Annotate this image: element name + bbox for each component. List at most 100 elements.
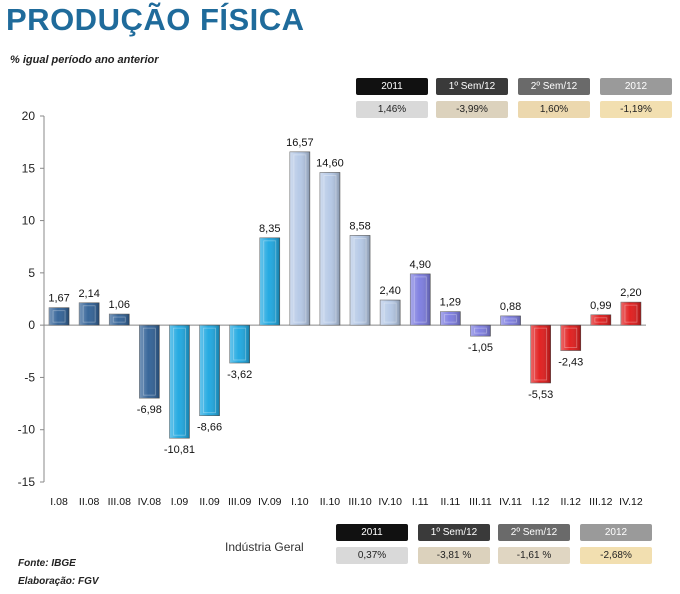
bottom-summary-2012-header: 2012 — [580, 524, 652, 541]
bar-bevel — [323, 175, 337, 323]
bar-bevel — [443, 314, 457, 323]
x-tick-label-III.09: III.09 — [228, 496, 252, 508]
bar-shine — [49, 307, 70, 326]
page-title: PRODUÇÃO FÍSICA — [6, 2, 305, 37]
bar-shine — [259, 237, 280, 326]
value-label-II.12: -2,43 — [558, 357, 583, 369]
top-summary-2012-header: 2012 — [600, 78, 672, 95]
y-tick-label: -10 — [18, 423, 36, 437]
x-tick-label-I.09: I.09 — [171, 496, 189, 508]
value-label-III.09: -3,62 — [227, 369, 252, 381]
bar-bevel — [52, 310, 66, 323]
x-tick-label-III.11: III.11 — [469, 496, 492, 508]
x-tick-label-IV.10: IV.10 — [378, 496, 402, 508]
bar-III.12 — [590, 314, 612, 326]
bar-bevel — [353, 238, 367, 323]
bar-bevel — [203, 327, 216, 414]
x-tick-label-I.10: I.10 — [291, 496, 309, 508]
bar-shine — [319, 172, 340, 326]
bar-II.12 — [560, 324, 582, 351]
bar-bevel — [293, 154, 307, 323]
bar-III.08 — [108, 313, 130, 326]
bar-shine — [410, 273, 431, 326]
bar-shine — [169, 325, 190, 439]
x-tick-label-IV.09: IV.09 — [258, 496, 282, 508]
bar-bevel — [383, 302, 397, 323]
bar-bevel — [142, 327, 156, 396]
bottom-summary-1sem-value: -3,81 % — [418, 547, 490, 564]
value-label-III.08: 1,06 — [109, 299, 130, 311]
bar-I.09 — [169, 324, 190, 439]
bar-shine — [590, 314, 611, 326]
bar-shine — [289, 151, 310, 326]
value-label-IV.12: 2,20 — [620, 287, 641, 299]
top-summary-2sem-value: 1,60% — [518, 101, 590, 118]
bar-bevel — [594, 317, 608, 323]
bottom-summary-2sem-value: -1,61 % — [498, 547, 570, 564]
value-label-I.10: 16,57 — [286, 137, 314, 149]
bar-shine — [500, 315, 521, 326]
bottom-summary-1sem-header: 1º Sem/12 — [418, 524, 490, 541]
bar-IV.11 — [500, 315, 521, 326]
y-tick-label: 15 — [22, 161, 36, 175]
bar-bevel — [233, 327, 247, 361]
x-tick-label-IV.08: IV.08 — [138, 496, 162, 508]
bar-shine — [109, 314, 130, 326]
bar-shine — [229, 325, 250, 363]
x-tick-label-IV.11: IV.11 — [499, 496, 522, 508]
bar-I.11 — [409, 273, 431, 326]
x-tick-label-II.12: II.12 — [561, 496, 582, 508]
top-summary-1sem-value: -3,99% — [436, 101, 508, 118]
value-label-IV.08: -6,98 — [137, 404, 162, 416]
bottom-summary-2sem-header: 2º Sem/12 — [498, 524, 570, 541]
value-label-III.12: 0,99 — [590, 300, 611, 312]
x-tick-label-II.11: II.11 — [441, 496, 461, 508]
bar-II.10 — [319, 172, 341, 326]
bar-III.11 — [470, 324, 491, 337]
x-tick-label-II.08: II.08 — [79, 496, 100, 508]
value-label-II.09: -8,66 — [197, 422, 222, 434]
footer-source: Fonte: IBGE — [18, 558, 76, 569]
bar-bevel — [413, 276, 427, 323]
y-tick-label: 20 — [22, 109, 36, 123]
x-tick-label-III.10: III.10 — [348, 496, 372, 508]
bottom-summary-2011-value: 0,37% — [336, 547, 408, 564]
top-summary-2011-value: 1,46% — [356, 101, 428, 118]
bar-bevel — [474, 327, 487, 334]
bar-bevel — [112, 316, 126, 323]
bar-III.09 — [229, 324, 250, 364]
value-label-I.09: -10,81 — [164, 444, 195, 456]
bar-IV.08 — [139, 324, 160, 399]
bar-bevel — [564, 327, 578, 348]
bar-III.10 — [349, 235, 371, 326]
value-label-II.08: 2,14 — [78, 288, 99, 300]
value-label-I.12: -5,53 — [528, 389, 553, 401]
bar-shine — [350, 235, 371, 326]
value-label-IV.11: 0,88 — [500, 301, 521, 313]
y-tick-label: 0 — [28, 318, 35, 332]
bar-shine — [470, 325, 491, 337]
chart-subtitle: % igual período ano anterior — [10, 54, 159, 66]
value-label-III.10: 8,58 — [349, 220, 370, 232]
x-tick-label-III.08: III.08 — [108, 496, 132, 508]
footer-elaboration: Elaboração: FGV — [18, 576, 99, 587]
bar-shine — [620, 302, 641, 326]
industria-geral-label: Indústria Geral — [225, 540, 304, 554]
value-label-IV.10: 2,40 — [379, 285, 400, 297]
bar-II.11 — [440, 311, 461, 326]
bar-shine — [380, 300, 401, 326]
x-tick-label-II.09: II.09 — [199, 496, 220, 508]
bar-II.09 — [199, 324, 220, 417]
x-tick-label-IV.12: IV.12 — [619, 496, 643, 508]
bar-I.12 — [530, 324, 551, 384]
x-tick-label-I.12: I.12 — [532, 496, 550, 508]
bar-bevel — [263, 240, 277, 323]
bar-bevel — [173, 327, 186, 436]
y-tick-label: 5 — [28, 266, 35, 280]
value-label-I.08: 1,67 — [48, 293, 69, 305]
top-summary-2sem-header: 2º Sem/12 — [518, 78, 590, 95]
y-tick-label: -15 — [18, 475, 36, 489]
bar-I.10 — [289, 151, 311, 326]
top-summary-1sem-header: 1º Sem/12 — [436, 78, 508, 95]
